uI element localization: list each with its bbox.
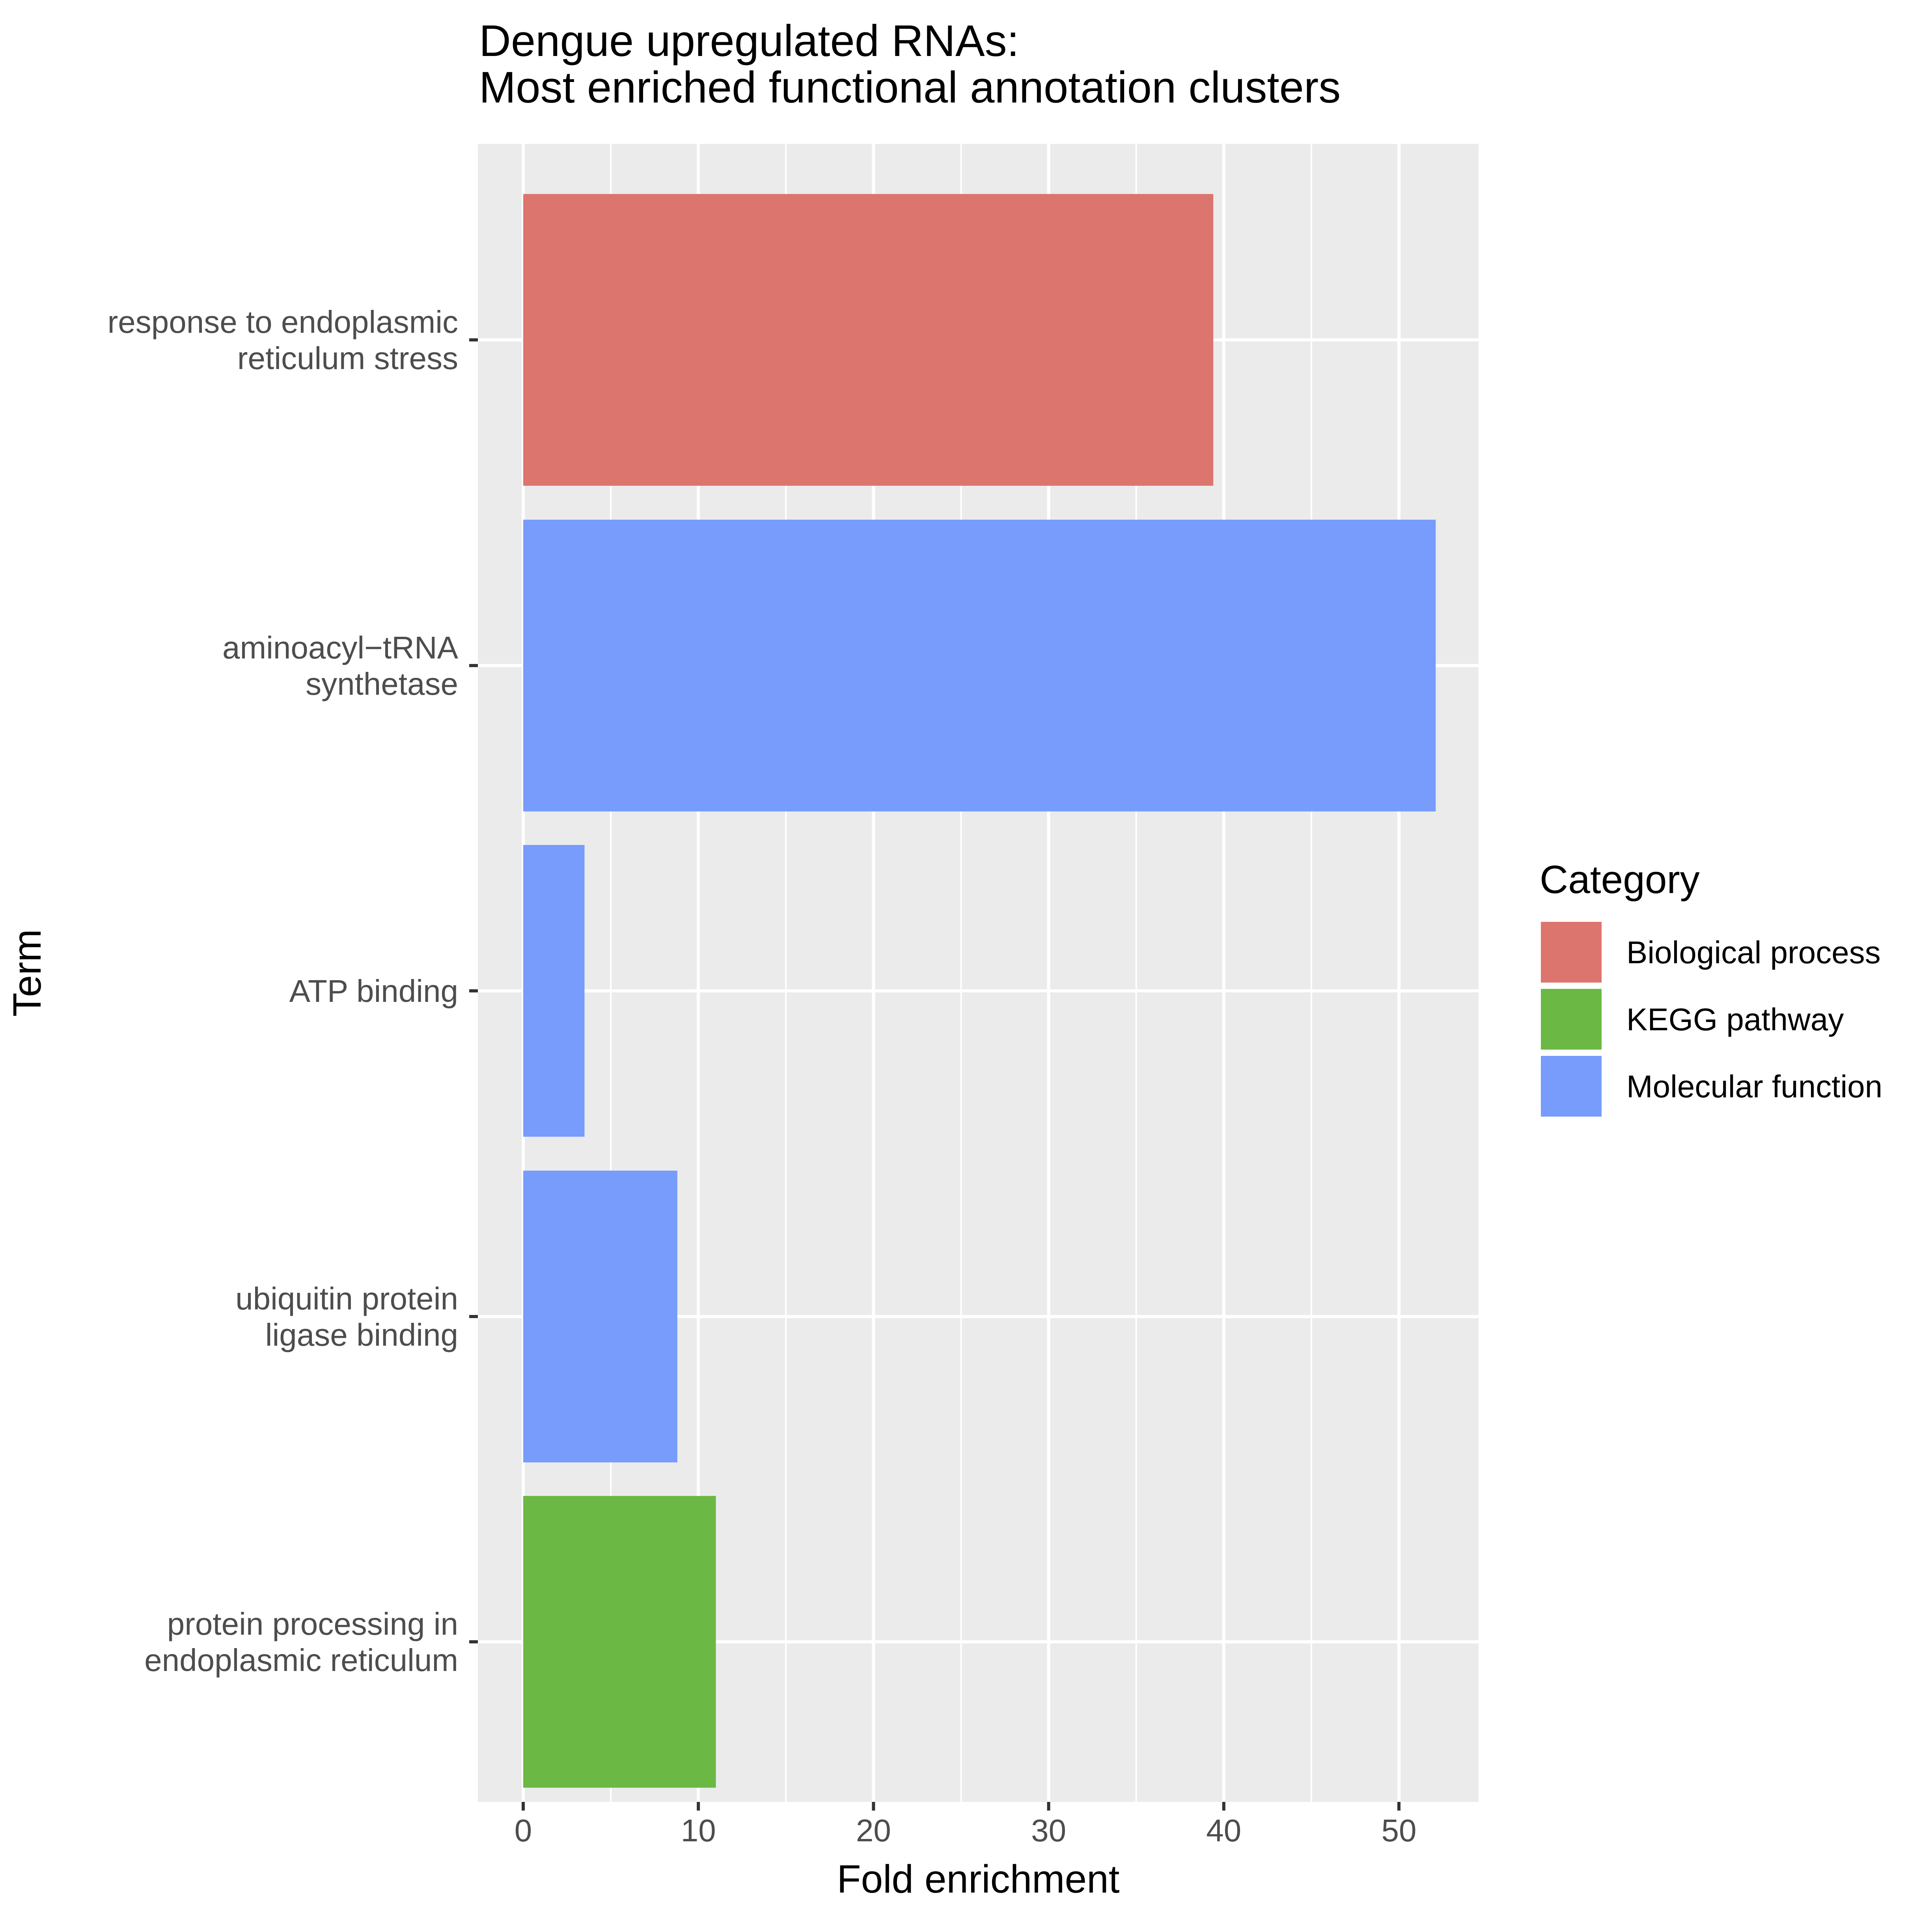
bar — [523, 194, 1214, 486]
chart-title-line: Dengue upregulated RNAs: — [479, 16, 1019, 65]
legend-key — [1539, 919, 1604, 985]
y-tick-label: endoplasmic reticulum — [144, 1643, 458, 1678]
y-tick-label: ligase binding — [265, 1317, 458, 1352]
x-tick-label: 10 — [681, 1813, 716, 1848]
legend: Category Biological process KEGG pathway M… — [1539, 858, 1882, 1119]
y-tick-label: aminoacyl−tRNA — [222, 630, 459, 665]
y-tick-label: ATP binding — [289, 973, 458, 1009]
chart-title-line: Most enriched functional annotation clus… — [479, 63, 1341, 112]
bars — [523, 194, 1436, 1788]
legend-label: KEGG pathway — [1626, 1002, 1844, 1037]
y-tick-label: response to endoplasmic — [108, 304, 458, 339]
x-tick-label: 0 — [515, 1813, 532, 1848]
x-tick-label: 20 — [856, 1813, 891, 1848]
y-tick-label: synthetase — [306, 666, 458, 701]
bar — [523, 845, 585, 1137]
legend-title: Category — [1540, 858, 1700, 902]
legend-label: Biological process — [1626, 935, 1881, 970]
legend-key — [1539, 1054, 1604, 1119]
y-axis-title: Term — [5, 929, 49, 1016]
legend-key — [1539, 987, 1604, 1052]
bar — [523, 1496, 716, 1788]
y-tick-label: protein processing in — [167, 1606, 458, 1641]
legend-label: Molecular function — [1626, 1069, 1882, 1104]
y-tick-label: reticulum stress — [237, 341, 458, 376]
y-tick-label: ubiquitin protein — [235, 1281, 458, 1316]
x-tick-label: 40 — [1206, 1813, 1241, 1848]
chart-title: Dengue upregulated RNAs:Most enriched fu… — [479, 16, 1341, 112]
x-axis: 0 10 20 30 40 50 — [515, 1802, 1417, 1848]
x-tick-label: 50 — [1382, 1813, 1417, 1848]
x-tick-label: 30 — [1031, 1813, 1066, 1848]
bar — [523, 520, 1436, 811]
bar — [523, 1171, 677, 1462]
x-axis-title: Fold enrichment — [837, 1857, 1120, 1901]
